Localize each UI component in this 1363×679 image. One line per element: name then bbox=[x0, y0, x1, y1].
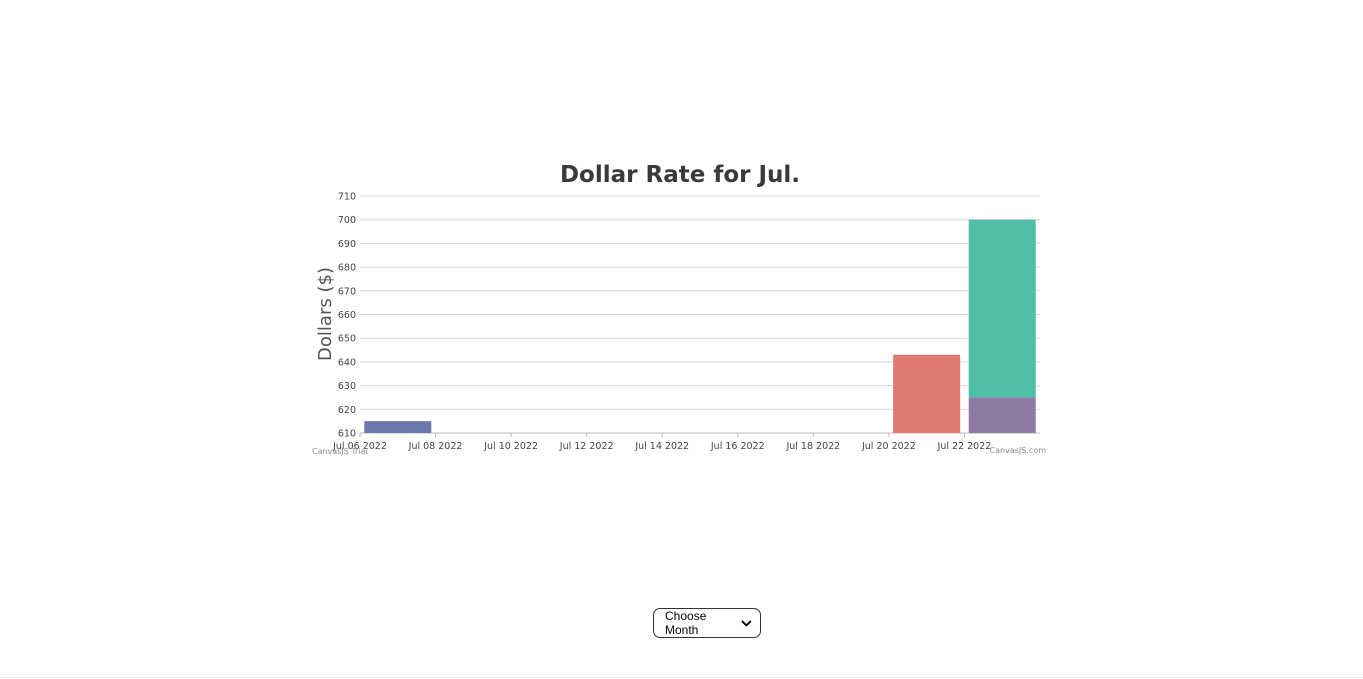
watermark-trial: CanvasJS Trial bbox=[312, 447, 368, 456]
bar-jul-23-2022 bbox=[968, 397, 1036, 433]
y-tick-label: 620 bbox=[338, 405, 356, 416]
x-axis-ticks: Jul 06 2022 Jul 08 2022 Jul 10 2022 Jul 12 … bbox=[332, 433, 991, 452]
x-tick-label: Jul 06 2022 bbox=[332, 441, 387, 452]
month-select[interactable]: Choose Month bbox=[653, 608, 761, 638]
watermark-site: CanvasJS.com bbox=[990, 446, 1047, 455]
chart: 610 620 630 640 650 660 670 680 690 700 710 Jul 06… bbox=[312, 162, 1047, 456]
bar-jul-07-2022 bbox=[364, 421, 432, 433]
y-tick-label: 700 bbox=[338, 215, 356, 226]
y-tick-label: 640 bbox=[338, 357, 356, 368]
bar-jul-23-2022 bbox=[968, 219, 1036, 398]
y-tick-label: 610 bbox=[338, 429, 356, 440]
bottom-divider bbox=[0, 677, 1363, 678]
bars bbox=[364, 219, 1036, 433]
x-tick-label: Jul 16 2022 bbox=[710, 441, 765, 452]
x-tick-label: Jul 10 2022 bbox=[483, 441, 538, 452]
y-axis-label: Dollars ($) bbox=[315, 267, 336, 361]
x-tick-label: Jul 22 2022 bbox=[937, 441, 992, 452]
y-tick-label: 650 bbox=[338, 334, 356, 345]
y-tick-label: 680 bbox=[338, 263, 356, 274]
chart-title: Dollar Rate for Jul. bbox=[560, 162, 800, 188]
y-tick-label: 710 bbox=[338, 192, 356, 203]
y-tick-label: 630 bbox=[338, 381, 356, 392]
grid-lines bbox=[360, 195, 1040, 434]
month-select-value: Choose Month bbox=[665, 609, 707, 637]
y-tick-label: 690 bbox=[338, 239, 356, 250]
chevron-down-icon bbox=[741, 620, 752, 626]
y-axis-ticks: 610 620 630 640 650 660 670 680 690 700 710 bbox=[338, 192, 356, 440]
bar-jul-21-2022 bbox=[893, 354, 961, 433]
x-tick-label: Jul 08 2022 bbox=[408, 441, 463, 452]
x-tick-label: Jul 18 2022 bbox=[785, 441, 840, 452]
x-tick-label: Jul 12 2022 bbox=[559, 441, 614, 452]
x-tick-label: Jul 14 2022 bbox=[634, 441, 689, 452]
y-tick-label: 660 bbox=[338, 310, 356, 321]
y-tick-label: 670 bbox=[338, 286, 356, 297]
x-tick-label: Jul 20 2022 bbox=[861, 441, 916, 452]
